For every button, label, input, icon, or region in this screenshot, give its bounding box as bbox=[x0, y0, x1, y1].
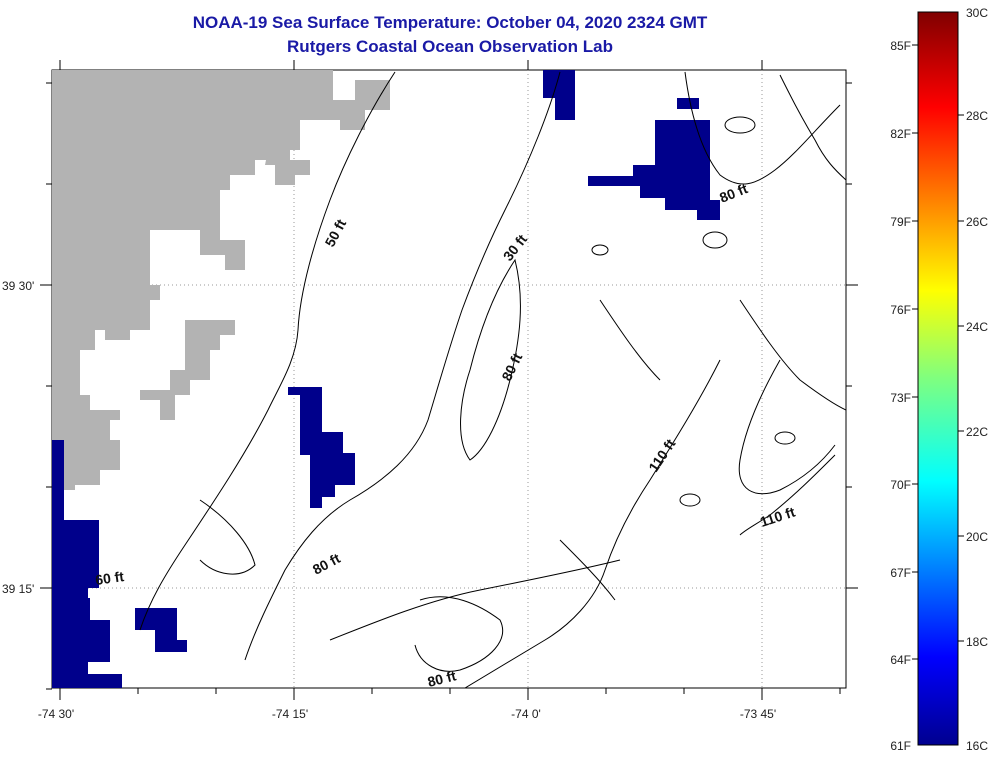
land-island bbox=[265, 140, 310, 185]
lat-ticks bbox=[40, 82, 858, 690]
colorbar-f-label: 76F bbox=[890, 303, 911, 317]
colorbar-c-label: 28C bbox=[966, 109, 988, 123]
lon-label: -73 45' bbox=[740, 707, 776, 721]
contour-label: 80 ft bbox=[426, 667, 458, 690]
bathymetry-contours bbox=[139, 71, 846, 688]
lat-label: 39 15' bbox=[2, 582, 34, 596]
lon-ticks bbox=[59, 60, 841, 700]
lon-label: -74 0' bbox=[511, 707, 541, 721]
colorbar-f-label: 79F bbox=[890, 215, 911, 229]
colorbar-f-label: 64F bbox=[890, 653, 911, 667]
map-title: NOAA-19 Sea Surface Temperature: October… bbox=[192, 13, 708, 32]
contour-label: 60 ft bbox=[94, 568, 125, 588]
lon-label: -74 15' bbox=[272, 707, 308, 721]
land-mass bbox=[52, 70, 390, 490]
lat-label: 39 30' bbox=[2, 279, 34, 293]
colorbar-c-label: 20C bbox=[966, 530, 988, 544]
colorbar-c-label: 22C bbox=[966, 425, 988, 439]
land-peninsula bbox=[140, 320, 235, 420]
colorbar-c-label: 16C bbox=[966, 739, 988, 753]
lon-label: -74 30' bbox=[38, 707, 74, 721]
colorbar-c-label: 18C bbox=[966, 635, 988, 649]
colorbar-f-label: 61F bbox=[890, 739, 911, 753]
colorbar bbox=[917, 11, 959, 746]
map-subtitle: Rutgers Coastal Ocean Observation Lab bbox=[287, 37, 613, 56]
sst-patches bbox=[52, 70, 720, 688]
colorbar-c-label: 26C bbox=[966, 215, 988, 229]
colorbar-f-label: 67F bbox=[890, 566, 911, 580]
colorbar-f-label: 70F bbox=[890, 478, 911, 492]
colorbar-f-label: 85F bbox=[890, 39, 911, 53]
colorbar-ticks bbox=[912, 44, 964, 660]
colorbar-c-label: 30C bbox=[966, 6, 988, 20]
colorbar-f-label: 73F bbox=[890, 391, 911, 405]
colorbar-c-label: 24C bbox=[966, 320, 988, 334]
colorbar-f-label: 82F bbox=[890, 127, 911, 141]
